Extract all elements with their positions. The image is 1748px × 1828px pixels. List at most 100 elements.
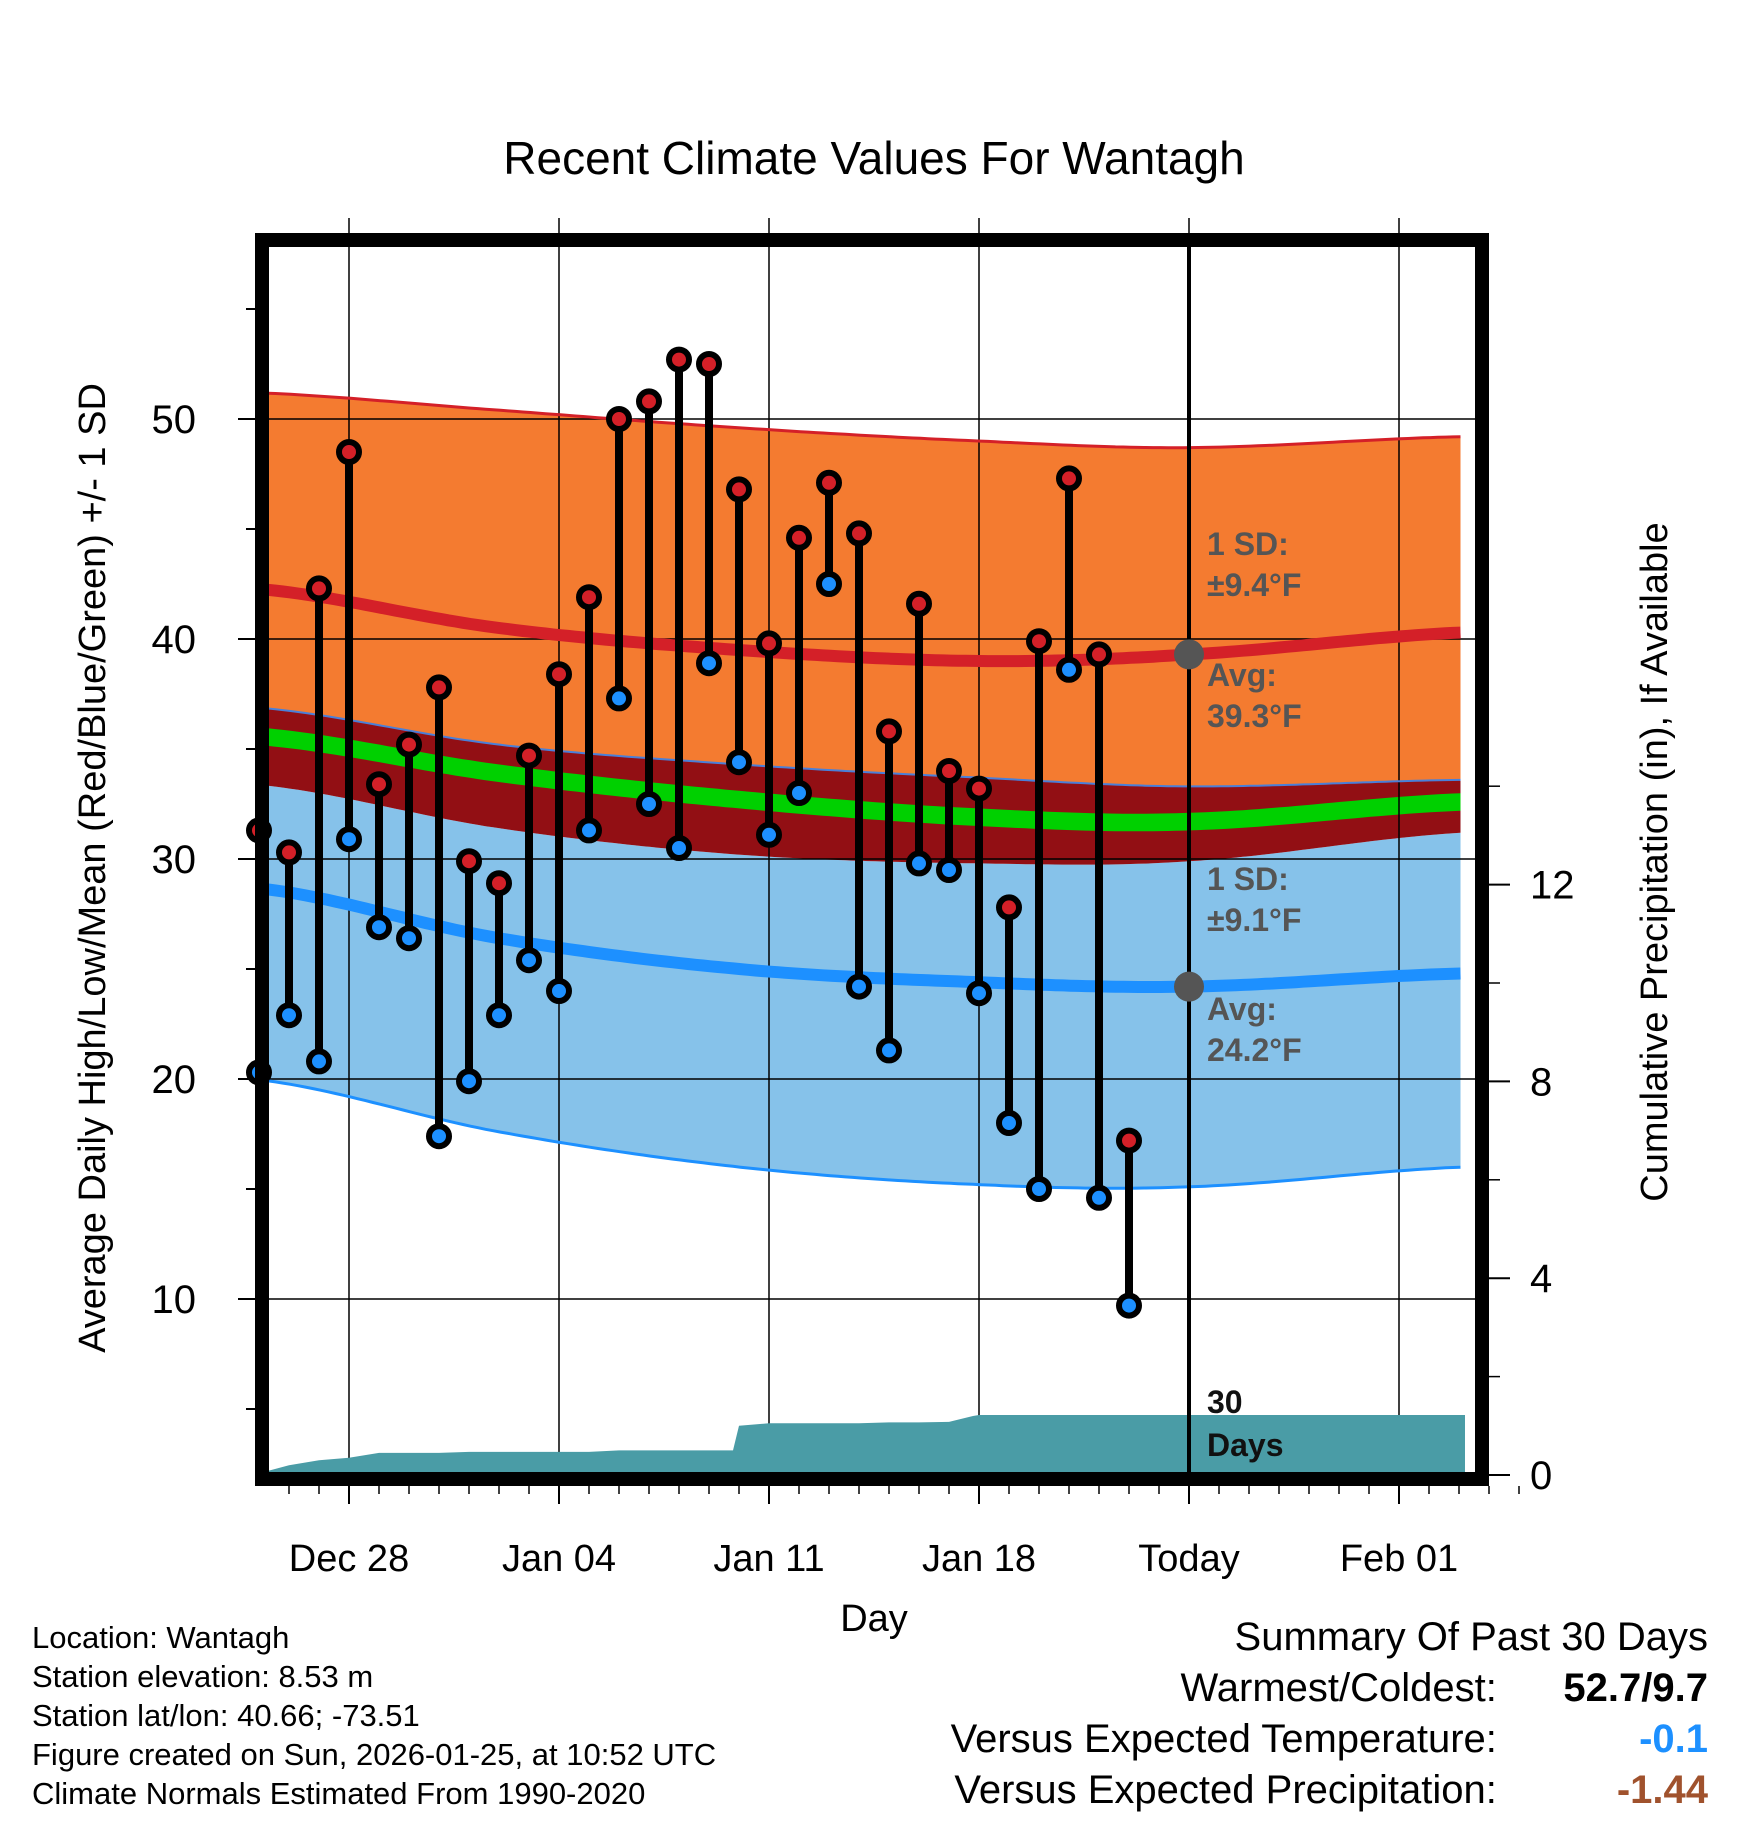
normals-text: Climate Normals Estimated From 1990-2020 — [32, 1776, 646, 1811]
x-tick-label: Today — [1138, 1538, 1239, 1580]
obs-high-point — [276, 839, 302, 866]
high-avg-value: 39.3°F — [1207, 698, 1302, 734]
obs-low-point — [636, 791, 662, 817]
station-info: Location: Wantagh Station elevation: 8.5… — [32, 1618, 716, 1813]
obs-high-point — [936, 758, 962, 784]
obs-low-point — [1116, 1292, 1142, 1319]
obs-low-point — [756, 821, 782, 848]
obs-high-point — [546, 661, 572, 688]
obs-high-point — [486, 870, 512, 897]
obs-low-point — [876, 1037, 902, 1064]
y-tick-label: 10 — [152, 1278, 197, 1322]
obs-high-point — [396, 731, 422, 758]
x-tick-label: Jan 18 — [922, 1538, 1036, 1580]
obs-low-point — [276, 1002, 302, 1029]
obs-low-point — [786, 780, 812, 806]
obs-low-point — [1026, 1176, 1052, 1202]
obs-low-point — [486, 1002, 512, 1029]
obs-low-point — [726, 749, 752, 776]
y-axis-label: Average Daily High/Low/Mean (Red/Blue/Gr… — [72, 383, 114, 1353]
obs-high-point — [786, 524, 812, 551]
precip-area — [268, 1415, 1465, 1473]
obs-high-point — [906, 590, 932, 617]
obs-high-point — [1056, 465, 1082, 492]
temp-anomaly-value: -0.1 — [1639, 1717, 1708, 1761]
precip-anomaly-row: Versus Expected Precipitation: -1.44 — [951, 1765, 1708, 1816]
x-tick-label: Jan 04 — [502, 1538, 616, 1580]
y-tick-label: 50 — [152, 398, 197, 442]
obs-high-point — [516, 742, 542, 769]
obs-high-point — [756, 630, 782, 657]
latlon-text: Station lat/lon: 40.66; -73.51 — [32, 1698, 420, 1733]
obs-high-point — [1116, 1127, 1142, 1154]
obs-high-point — [996, 894, 1022, 921]
y-tick-label: 20 — [152, 1058, 197, 1102]
window-count: 30 — [1207, 1384, 1243, 1420]
obs-high-point — [606, 406, 632, 432]
y2-tick-label: 8 — [1530, 1060, 1552, 1104]
obs-low-point — [696, 650, 722, 677]
plot-frame — [255, 233, 1489, 1486]
obs-low-point — [1056, 656, 1082, 683]
warmest-coldest-label: Warmest/Coldest: — [1180, 1666, 1497, 1710]
obs-high-point — [1086, 641, 1112, 668]
obs-high-point — [426, 674, 452, 701]
obs-high-point — [696, 351, 722, 377]
window-label: Days — [1207, 1427, 1284, 1463]
y2-tick-label: 12 — [1530, 864, 1575, 908]
x-tick-label: Jan 11 — [713, 1538, 824, 1580]
summary-title: Summary Of Past 30 Days — [1234, 1615, 1708, 1659]
obs-high-point — [1026, 628, 1052, 655]
obs-high-point — [306, 575, 332, 602]
obs-low-point — [846, 973, 872, 1000]
precip-anomaly-value: -1.44 — [1616, 1768, 1708, 1812]
chart-title: Recent Climate Values For Wantagh — [503, 132, 1244, 184]
x-tick-label: Dec 28 — [289, 1538, 409, 1580]
x-axis-label: Day — [840, 1598, 908, 1640]
obs-high-point — [336, 439, 362, 465]
y-tick-label: 40 — [152, 618, 197, 662]
obs-low-point — [306, 1048, 332, 1075]
obs-high-point — [636, 388, 662, 415]
obs-high-point — [366, 771, 392, 798]
obs-low-point — [456, 1068, 482, 1095]
obs-low-point — [816, 571, 842, 597]
mean-band — [268, 728, 1461, 832]
obs-high-point — [816, 469, 842, 496]
y2-tick-label: 0 — [1530, 1454, 1552, 1498]
y2-axis-label: Cumulative Precipitation (in), If Availa… — [1634, 522, 1676, 1201]
temp-anomaly-row: Versus Expected Temperature: -0.1 — [951, 1714, 1708, 1765]
obs-low-point — [666, 835, 692, 861]
high-sd-value: ±9.4°F — [1207, 567, 1301, 603]
obs-low-point — [366, 914, 392, 941]
obs-low-point — [936, 857, 962, 883]
obs-low-point — [546, 978, 572, 1004]
summary-panel: Summary Of Past 30 Days Warmest/Coldest:… — [951, 1612, 1708, 1816]
obs-low-point — [336, 826, 362, 853]
low-avg-marker — [1174, 971, 1204, 1002]
temp-anomaly-label: Versus Expected Temperature: — [950, 1717, 1497, 1761]
low-avg-label: Avg: — [1207, 991, 1277, 1027]
low-avg-value: 24.2°F — [1207, 1032, 1302, 1068]
obs-low-point — [906, 850, 932, 877]
obs-high-point — [576, 584, 602, 611]
warmest-coldest-value: 52.7/9.7 — [1563, 1666, 1708, 1710]
precip-anomaly-label: Versus Expected Precipitation: — [954, 1768, 1497, 1812]
obs-high-point — [666, 346, 692, 373]
obs-low-point — [606, 685, 632, 712]
obs-high-point — [456, 848, 482, 875]
location-text: Location: Wantagh — [32, 1620, 290, 1655]
high-avg-marker — [1174, 639, 1204, 670]
y-tick-label: 30 — [152, 838, 197, 882]
x-tick-label: Feb 01 — [1340, 1538, 1458, 1580]
low-sd-label: 1 SD: — [1207, 861, 1289, 897]
high-avg-label: Avg: — [1207, 657, 1277, 693]
obs-high-point — [846, 520, 872, 547]
elevation-text: Station elevation: 8.53 m — [32, 1659, 374, 1694]
obs-low-point — [1086, 1184, 1112, 1211]
obs-high-point — [966, 775, 992, 802]
low-sd-value: ±9.1°F — [1207, 902, 1301, 938]
obs-low-point — [426, 1123, 452, 1150]
high-sd-band — [268, 393, 1461, 787]
